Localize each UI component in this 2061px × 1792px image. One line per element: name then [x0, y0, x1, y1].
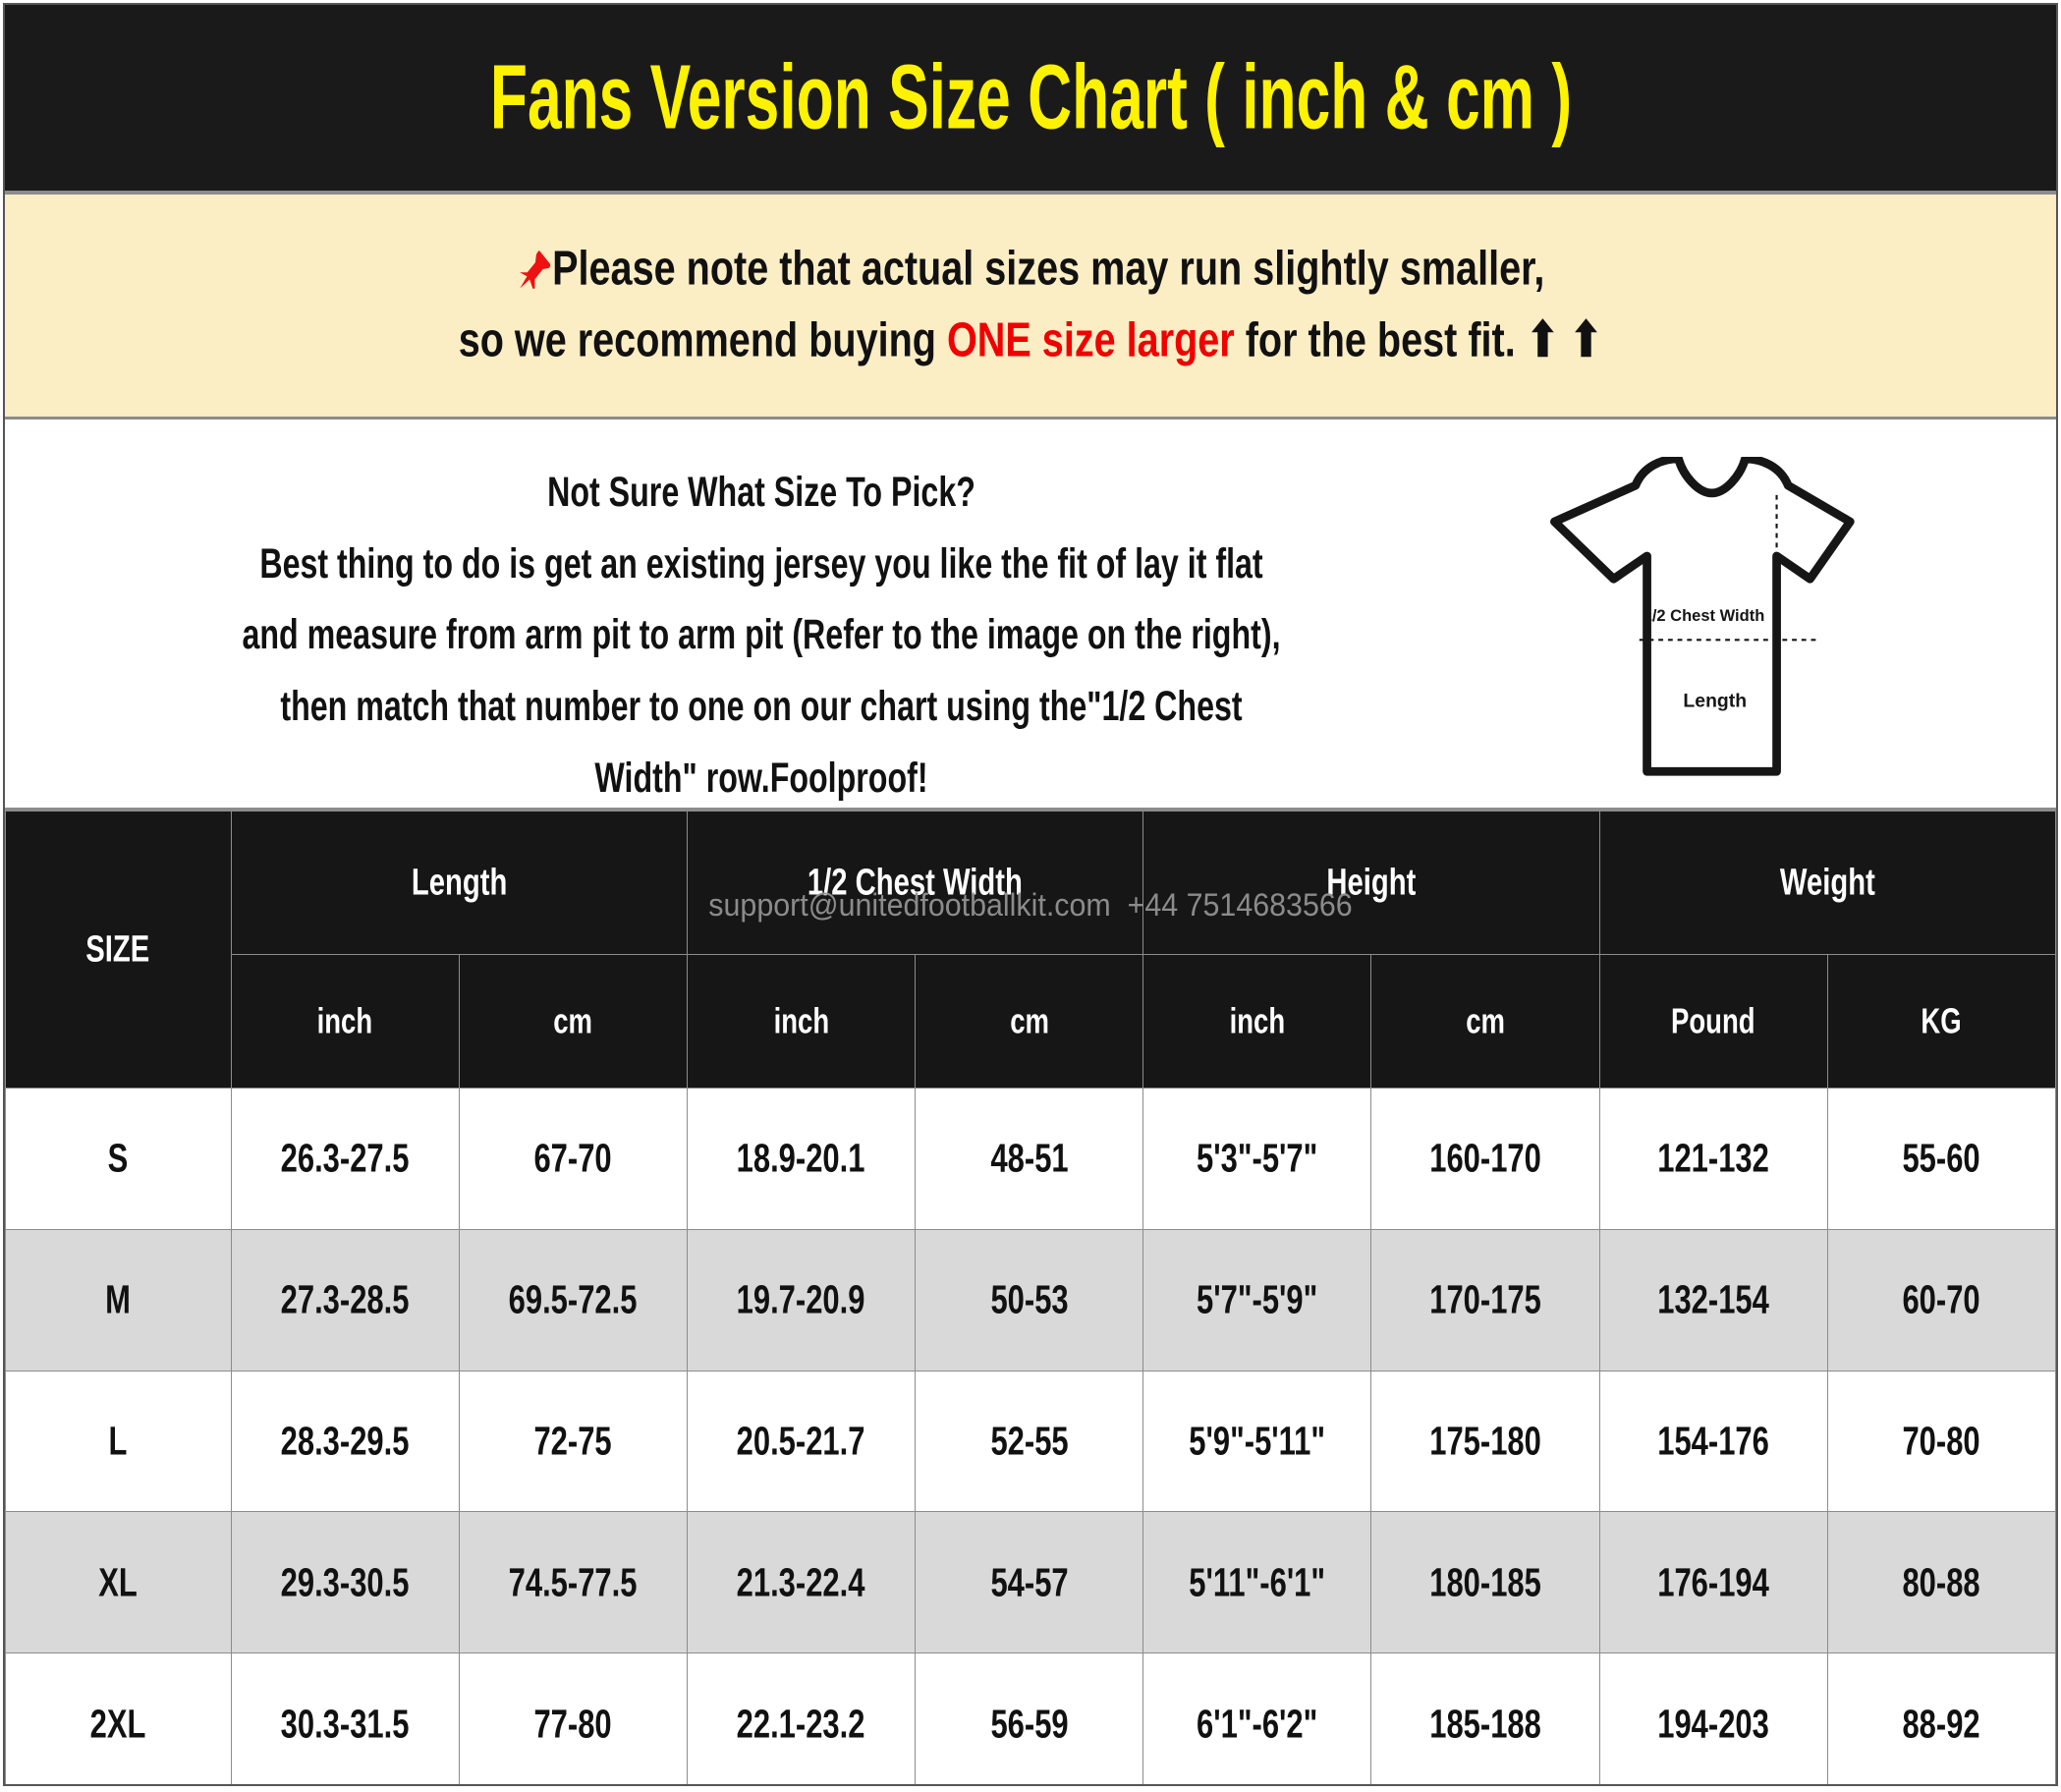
svg-text:1/2 Chest Width: 1/2 Chest Width — [1643, 607, 1765, 625]
svg-text:Length: Length — [1683, 690, 1747, 711]
